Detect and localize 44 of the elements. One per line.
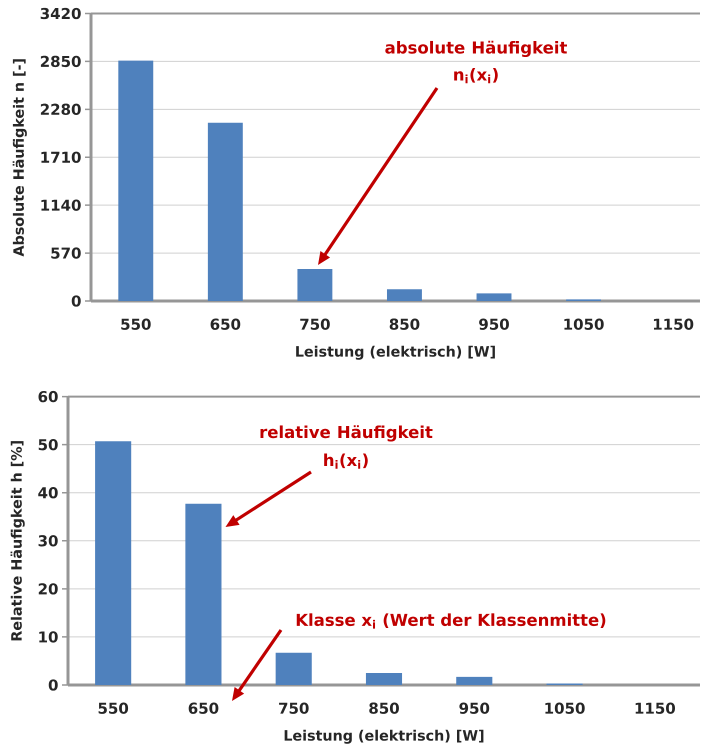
y-tick-label: 0 [48,679,58,691]
x-tick-label: 650 [210,318,240,330]
bar [185,504,222,685]
y-tick-label: 2850 [40,56,81,68]
bar [366,672,402,685]
annotation: Klasse x$_{i}$ (Wert der Klassenmitte) [296,613,606,629]
x-axis-title: Leistung (elektrisch) [W] [284,730,484,744]
y-tick-label: 10 [39,631,58,643]
x-tick-label: 550 [121,318,151,330]
annotation: absolute Häufigkeit n$_{i}$(x$_{i}$) [385,40,568,84]
y-tick-label: 2280 [40,104,81,116]
y-tick-label: 50 [38,438,58,450]
bar [476,293,512,301]
bar [386,289,422,301]
y-tick-label: 1710 [41,152,81,163]
y-tick-label: 570 [51,247,81,259]
y-tick-label: 0 [72,295,81,307]
x-tick-label: 750 [300,318,330,330]
x-tick-label: 950 [459,702,490,714]
y-tick-label: 40 [38,487,58,498]
x-tick-label: 850 [369,702,399,714]
bar [118,60,154,301]
x-tick-label: 1050 [545,702,585,714]
y-axis-title: Relative Häufigkeit h [%] [10,441,25,640]
x-tick-label: 1150 [654,318,694,330]
x-axis-title: Leistung (elektrisch) [W] [296,346,495,360]
y-tick-label: 60 [38,390,58,402]
x-tick-label: 850 [390,318,420,330]
annotation: relative Häufigkeit h$_{i}$(x$_{i}$) [260,425,432,469]
bar [208,122,243,301]
y-tick-label: 1140 [41,199,81,211]
x-tick-label: 650 [188,702,218,714]
bar [95,441,132,685]
x-tick-label: 550 [98,702,128,714]
y-tick-label: 3420 [40,8,81,20]
x-tick-label: 1050 [564,318,604,330]
bar [297,269,332,301]
bar [456,676,492,685]
x-tick-label: 950 [479,318,509,330]
x-tick-label: 750 [279,702,309,714]
x-tick-label: 1150 [636,702,675,714]
y-tick-label: 30 [38,535,58,546]
y-axis-title: Absolute Häufigkeit n [-] [12,59,27,256]
y-tick-label: 20 [38,583,58,595]
